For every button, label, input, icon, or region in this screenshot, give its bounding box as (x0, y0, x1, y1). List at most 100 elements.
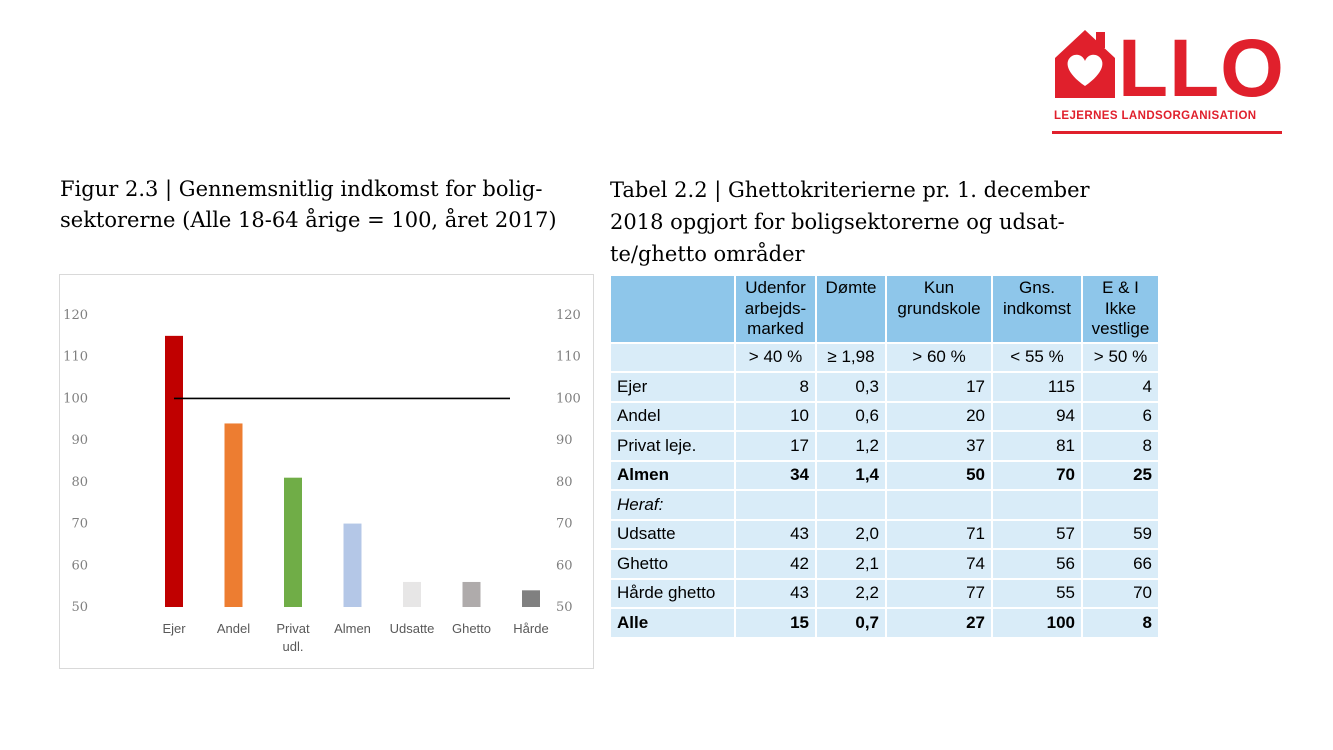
column-header: Udenfor arbejds-marked (736, 276, 815, 342)
column-header-text: grundskole (897, 298, 981, 318)
table-cell: 94 (993, 402, 1081, 430)
column-header-text: Udenfor (745, 278, 806, 297)
table-row: Ejer 8 0,3 17 115 4 (611, 373, 1158, 401)
y-tick-label-left: 60 (71, 558, 88, 573)
column-header-text: arbejds- (744, 298, 807, 318)
table-cell: 15 (736, 609, 815, 637)
table-cell: 8 (1083, 609, 1158, 637)
criteria-cell: > 40 % (736, 343, 815, 371)
criteria-cell: ≥ 1,98 (817, 343, 885, 371)
table-cell: 20 (887, 402, 991, 430)
table-cell: 2,2 (817, 579, 885, 607)
y-tick-label-left: 120 (63, 308, 88, 323)
table-caption-line-3: te/ghetto områder (610, 242, 805, 266)
y-tick-label-right: 80 (556, 475, 573, 490)
table-caption-line-2: 2018 opgjort for boligsektorerne og udsa… (610, 210, 1065, 234)
table-cell: 57 (993, 520, 1081, 548)
bar-udsatte (403, 581, 421, 607)
table-cell: 6 (1083, 402, 1158, 430)
table-cell: 77 (887, 579, 991, 607)
table-cell: 100 (993, 609, 1081, 637)
category-label: udl. (283, 639, 304, 654)
column-header-text: Dømte (825, 278, 877, 297)
table-cell: 1,4 (817, 461, 885, 489)
table-cell: 0,7 (817, 609, 885, 637)
row-label: Ejer (611, 373, 734, 401)
y-tick-label-right: 110 (556, 350, 581, 365)
table-row: Ghetto 42 2,1 74 56 66 (611, 550, 1158, 578)
table-header-row: Udenfor arbejds-marked Dømte Kun grundskole G… (611, 276, 1158, 342)
table-cell: 81 (993, 432, 1081, 460)
category-label: Privat (276, 621, 310, 636)
y-tick-label-left: 100 (63, 391, 88, 406)
figure-caption: Figur 2.3 | Gennemsnitlig indkomst for b… (60, 174, 580, 236)
table-cell: 0,6 (817, 402, 885, 430)
llo-logo: LLO LEJERNES LANDSORGANISATION (1052, 26, 1284, 138)
table-cell: 2,1 (817, 550, 885, 578)
table-cell: 17 (736, 432, 815, 460)
table-row: Privat leje. 17 1,2 37 81 8 (611, 432, 1158, 460)
table-cell: 1,2 (817, 432, 885, 460)
table-row: Almen 34 1,4 50 70 25 (611, 461, 1158, 489)
row-label: Andel (611, 402, 734, 430)
column-header-text: E & I (1102, 278, 1139, 297)
table-cell: 55 (993, 579, 1081, 607)
y-tick-label-right: 60 (556, 558, 573, 573)
table-cell: 37 (887, 432, 991, 460)
y-tick-label-left: 90 (71, 433, 88, 448)
category-label: Hårde (513, 621, 548, 636)
column-header-text: Kun (923, 278, 955, 297)
row-label: Heraf: (611, 491, 734, 519)
logo-subtitle: LEJERNES LANDSORGANISATION (1054, 110, 1257, 122)
criteria-cell: < 55 % (993, 343, 1081, 371)
income-bar-chart: 50 50 60 60 70 70 80 80 90 90 100 100 110 110 120 120 Ej… (59, 274, 594, 669)
figure-caption-line-2: sektorerne (Alle 18-64 årige = 100, året… (60, 208, 557, 232)
chart-svg: 50 50 60 60 70 70 80 80 90 90 100 100 110 110 120 120 Ej… (63, 308, 581, 654)
table-row: Heraf: (611, 491, 1158, 519)
table-cell: 25 (1083, 461, 1158, 489)
category-label: Udsatte (390, 621, 435, 636)
table-cell: 0,3 (817, 373, 885, 401)
y-tick-label-right: 70 (556, 517, 573, 532)
table-cell: 74 (887, 550, 991, 578)
table-cell: 43 (736, 579, 815, 607)
logo-wordmark: LLO (1118, 23, 1285, 114)
house-heart-icon (1055, 30, 1115, 98)
table-cell: 4 (1083, 373, 1158, 401)
column-header (611, 276, 734, 342)
row-label: Almen (611, 461, 734, 489)
row-label: Alle (611, 609, 734, 637)
table-cell: 42 (736, 550, 815, 578)
y-tick-label-right: 100 (556, 391, 581, 406)
logo-underline (1052, 131, 1282, 134)
y-tick-label-left: 70 (71, 517, 88, 532)
row-label: Privat leje. (611, 432, 734, 460)
table-row: Alle 15 0,7 27 100 8 (611, 609, 1158, 637)
criteria-cell: > 60 % (887, 343, 991, 371)
table-cell: 17 (887, 373, 991, 401)
column-header-text: Ikke (1104, 298, 1137, 318)
row-label: Udsatte (611, 520, 734, 548)
table-cell: 2,0 (817, 520, 885, 548)
column-header-text: vestlige (1091, 319, 1150, 338)
y-tick-label-right: 90 (556, 433, 573, 448)
table-cell: 56 (993, 550, 1081, 578)
table-cell: 59 (1083, 520, 1158, 548)
table-cell: 70 (1083, 579, 1158, 607)
y-tick-label-right: 120 (556, 308, 581, 323)
table-caption-line-1: Tabel 2.2 | Ghettokriterierne pr. 1. dec… (610, 178, 1090, 202)
figure-caption-line-1: Figur 2.3 | Gennemsnitlig indkomst for b… (60, 177, 543, 201)
column-header-text: marked (747, 319, 804, 338)
table-row: Udsatte 43 2,0 71 57 59 (611, 520, 1158, 548)
table-cell: 66 (1083, 550, 1158, 578)
bar-ejer (165, 335, 183, 607)
table-cell (736, 491, 815, 519)
table-cell (1083, 491, 1158, 519)
table-cell: 8 (736, 373, 815, 401)
table-cell: 70 (993, 461, 1081, 489)
bar-andel (224, 423, 243, 607)
criteria-cell: > 50 % (1083, 343, 1158, 371)
category-label: Ghetto (452, 621, 491, 636)
category-label: Andel (217, 621, 250, 636)
bar-privat-udl- (284, 477, 302, 607)
